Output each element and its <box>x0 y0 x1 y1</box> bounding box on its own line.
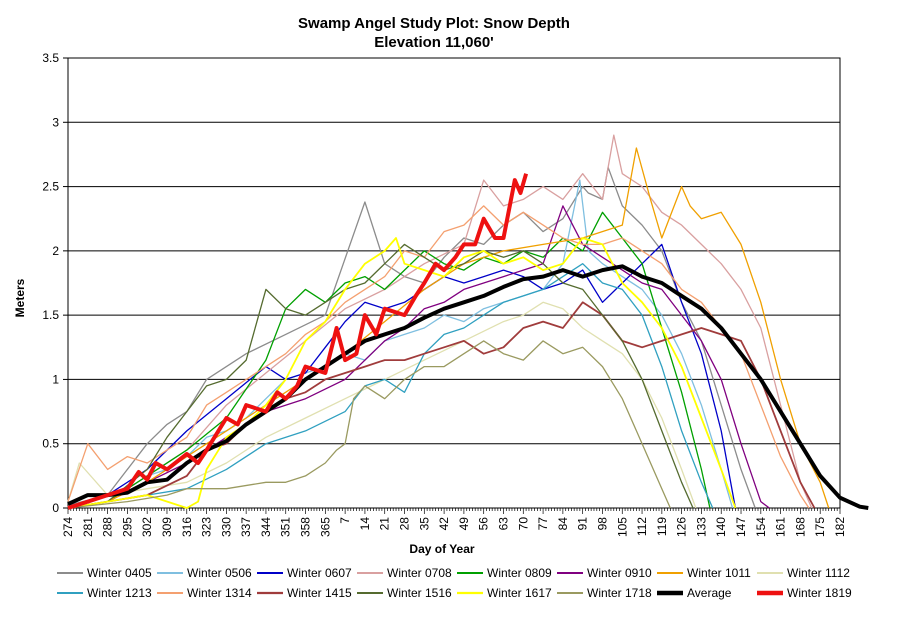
x-axis-label: Day of Year <box>409 542 474 556</box>
x-tick-label: 344 <box>259 517 273 537</box>
x-tick-label: 56 <box>477 517 491 531</box>
legend-label-winter-0607: Winter 0607 <box>287 566 352 580</box>
x-tick-label: 175 <box>813 517 827 537</box>
x-tick-label: 365 <box>318 517 332 537</box>
series-line-winter-1213 <box>67 263 714 509</box>
y-axis-label: Meters <box>13 278 27 317</box>
legend: Winter 0405 Winter 0506 Winter 0607 Winter … <box>57 566 852 600</box>
x-tick-label: 295 <box>120 517 134 537</box>
x-tick-label: 147 <box>734 517 748 537</box>
plot-frame <box>67 57 841 509</box>
legend-label-winter-0809: Winter 0809 <box>487 566 552 580</box>
legend-label-winter-1718: Winter 1718 <box>587 586 652 600</box>
y-tick-label: 2.5 <box>42 180 59 194</box>
x-tick-label: 182 <box>833 517 847 537</box>
legend-label-winter-1112: Winter 1112 <box>787 566 850 580</box>
x-tick-label: 105 <box>615 517 629 537</box>
legend-label-winter-0910: Winter 0910 <box>587 566 652 580</box>
y-tick-label: 3.5 <box>42 51 59 65</box>
legend-label-winter-0506: Winter 0506 <box>187 566 252 580</box>
x-tick-label: 28 <box>398 517 412 531</box>
x-tick-label: 98 <box>595 517 609 531</box>
legend-label-winter-1314: Winter 1314 <box>187 586 252 600</box>
series-line-winter-0405 <box>67 166 756 509</box>
x-tick-label: 288 <box>101 517 115 537</box>
series-line-winter-0607 <box>67 243 737 509</box>
x-tick-label: 274 <box>61 517 75 537</box>
legend-label-winter-1213: Winter 1213 <box>87 586 152 600</box>
x-tick-label: 133 <box>694 517 708 537</box>
legend-label-winter-0405: Winter 0405 <box>87 566 152 580</box>
x-tick-label: 84 <box>556 517 570 531</box>
series-line-winter-0708 <box>67 134 813 509</box>
chart-title: Swamp Angel Study Plot: Snow Depth <box>298 15 570 32</box>
series-line-winter-0809 <box>67 211 711 509</box>
x-tick-label: 63 <box>496 517 510 531</box>
x-tick-label: 323 <box>200 517 214 537</box>
y-tick-label: 2 <box>52 244 59 258</box>
y-tick-label: 1 <box>52 372 59 386</box>
x-tick-label: 14 <box>358 517 372 531</box>
y-tick-label: 1.5 <box>42 308 59 322</box>
x-tick-label: 154 <box>754 517 768 537</box>
plot-area: 0 0.5 1 1.5 2 2.5 3 3.5 274 281 288 295 302 309 316 323… <box>42 51 869 537</box>
series-line-winter-1819 <box>67 173 529 510</box>
chart-subtitle: Elevation 11,060' <box>374 34 493 51</box>
x-tick-label: 168 <box>793 517 807 537</box>
x-tick-label: 119 <box>655 517 669 536</box>
series-line-winter-1516 <box>67 243 694 509</box>
y-tick-label: 0 <box>52 501 59 515</box>
x-tick-label: 140 <box>714 517 728 537</box>
x-tick-label: 337 <box>239 517 253 537</box>
legend-label-winter-1617: Winter 1617 <box>487 586 552 600</box>
x-tick-label: 49 <box>457 517 471 531</box>
x-tick-label: 35 <box>417 517 431 531</box>
x-tick-label: 161 <box>774 517 788 537</box>
legend-label-winter-1516: Winter 1516 <box>387 586 452 600</box>
legend-label-winter-0708: Winter 0708 <box>387 566 452 580</box>
series-line-winter-1718 <box>67 340 671 509</box>
x-tick-label: 91 <box>576 517 590 531</box>
legend-label-winter-1415: Winter 1415 <box>287 586 352 600</box>
x-tick-label: 351 <box>279 517 293 537</box>
x-tick-label: 42 <box>437 517 451 531</box>
x-tick-label: 302 <box>140 517 154 537</box>
x-tick-label: 281 <box>81 517 95 537</box>
x-tick-label: 309 <box>160 517 174 537</box>
x-tick-label: 358 <box>299 517 313 537</box>
legend-label-winter-1011: Winter 1011 <box>687 566 751 580</box>
x-tick-label: 21 <box>378 517 392 531</box>
x-tick-label: 330 <box>219 517 233 537</box>
x-tick-label: 70 <box>516 517 530 531</box>
x-tick-label: 316 <box>180 517 194 537</box>
series-line-winter-1617 <box>67 237 737 509</box>
legend-label-winter-1819: Winter 1819 <box>787 586 852 600</box>
series-line-winter-1314 <box>67 205 810 509</box>
x-tick-label: 126 <box>675 517 689 537</box>
legend-label-average: Average <box>687 586 732 600</box>
y-tick-label: 3 <box>52 115 59 129</box>
x-tick-label: 7 <box>338 517 352 524</box>
x-tick-label: 77 <box>536 517 550 531</box>
x-tick-label: 112 <box>635 517 649 536</box>
y-tick-label: 0.5 <box>42 437 59 451</box>
series-line-winter-1011 <box>67 147 830 509</box>
